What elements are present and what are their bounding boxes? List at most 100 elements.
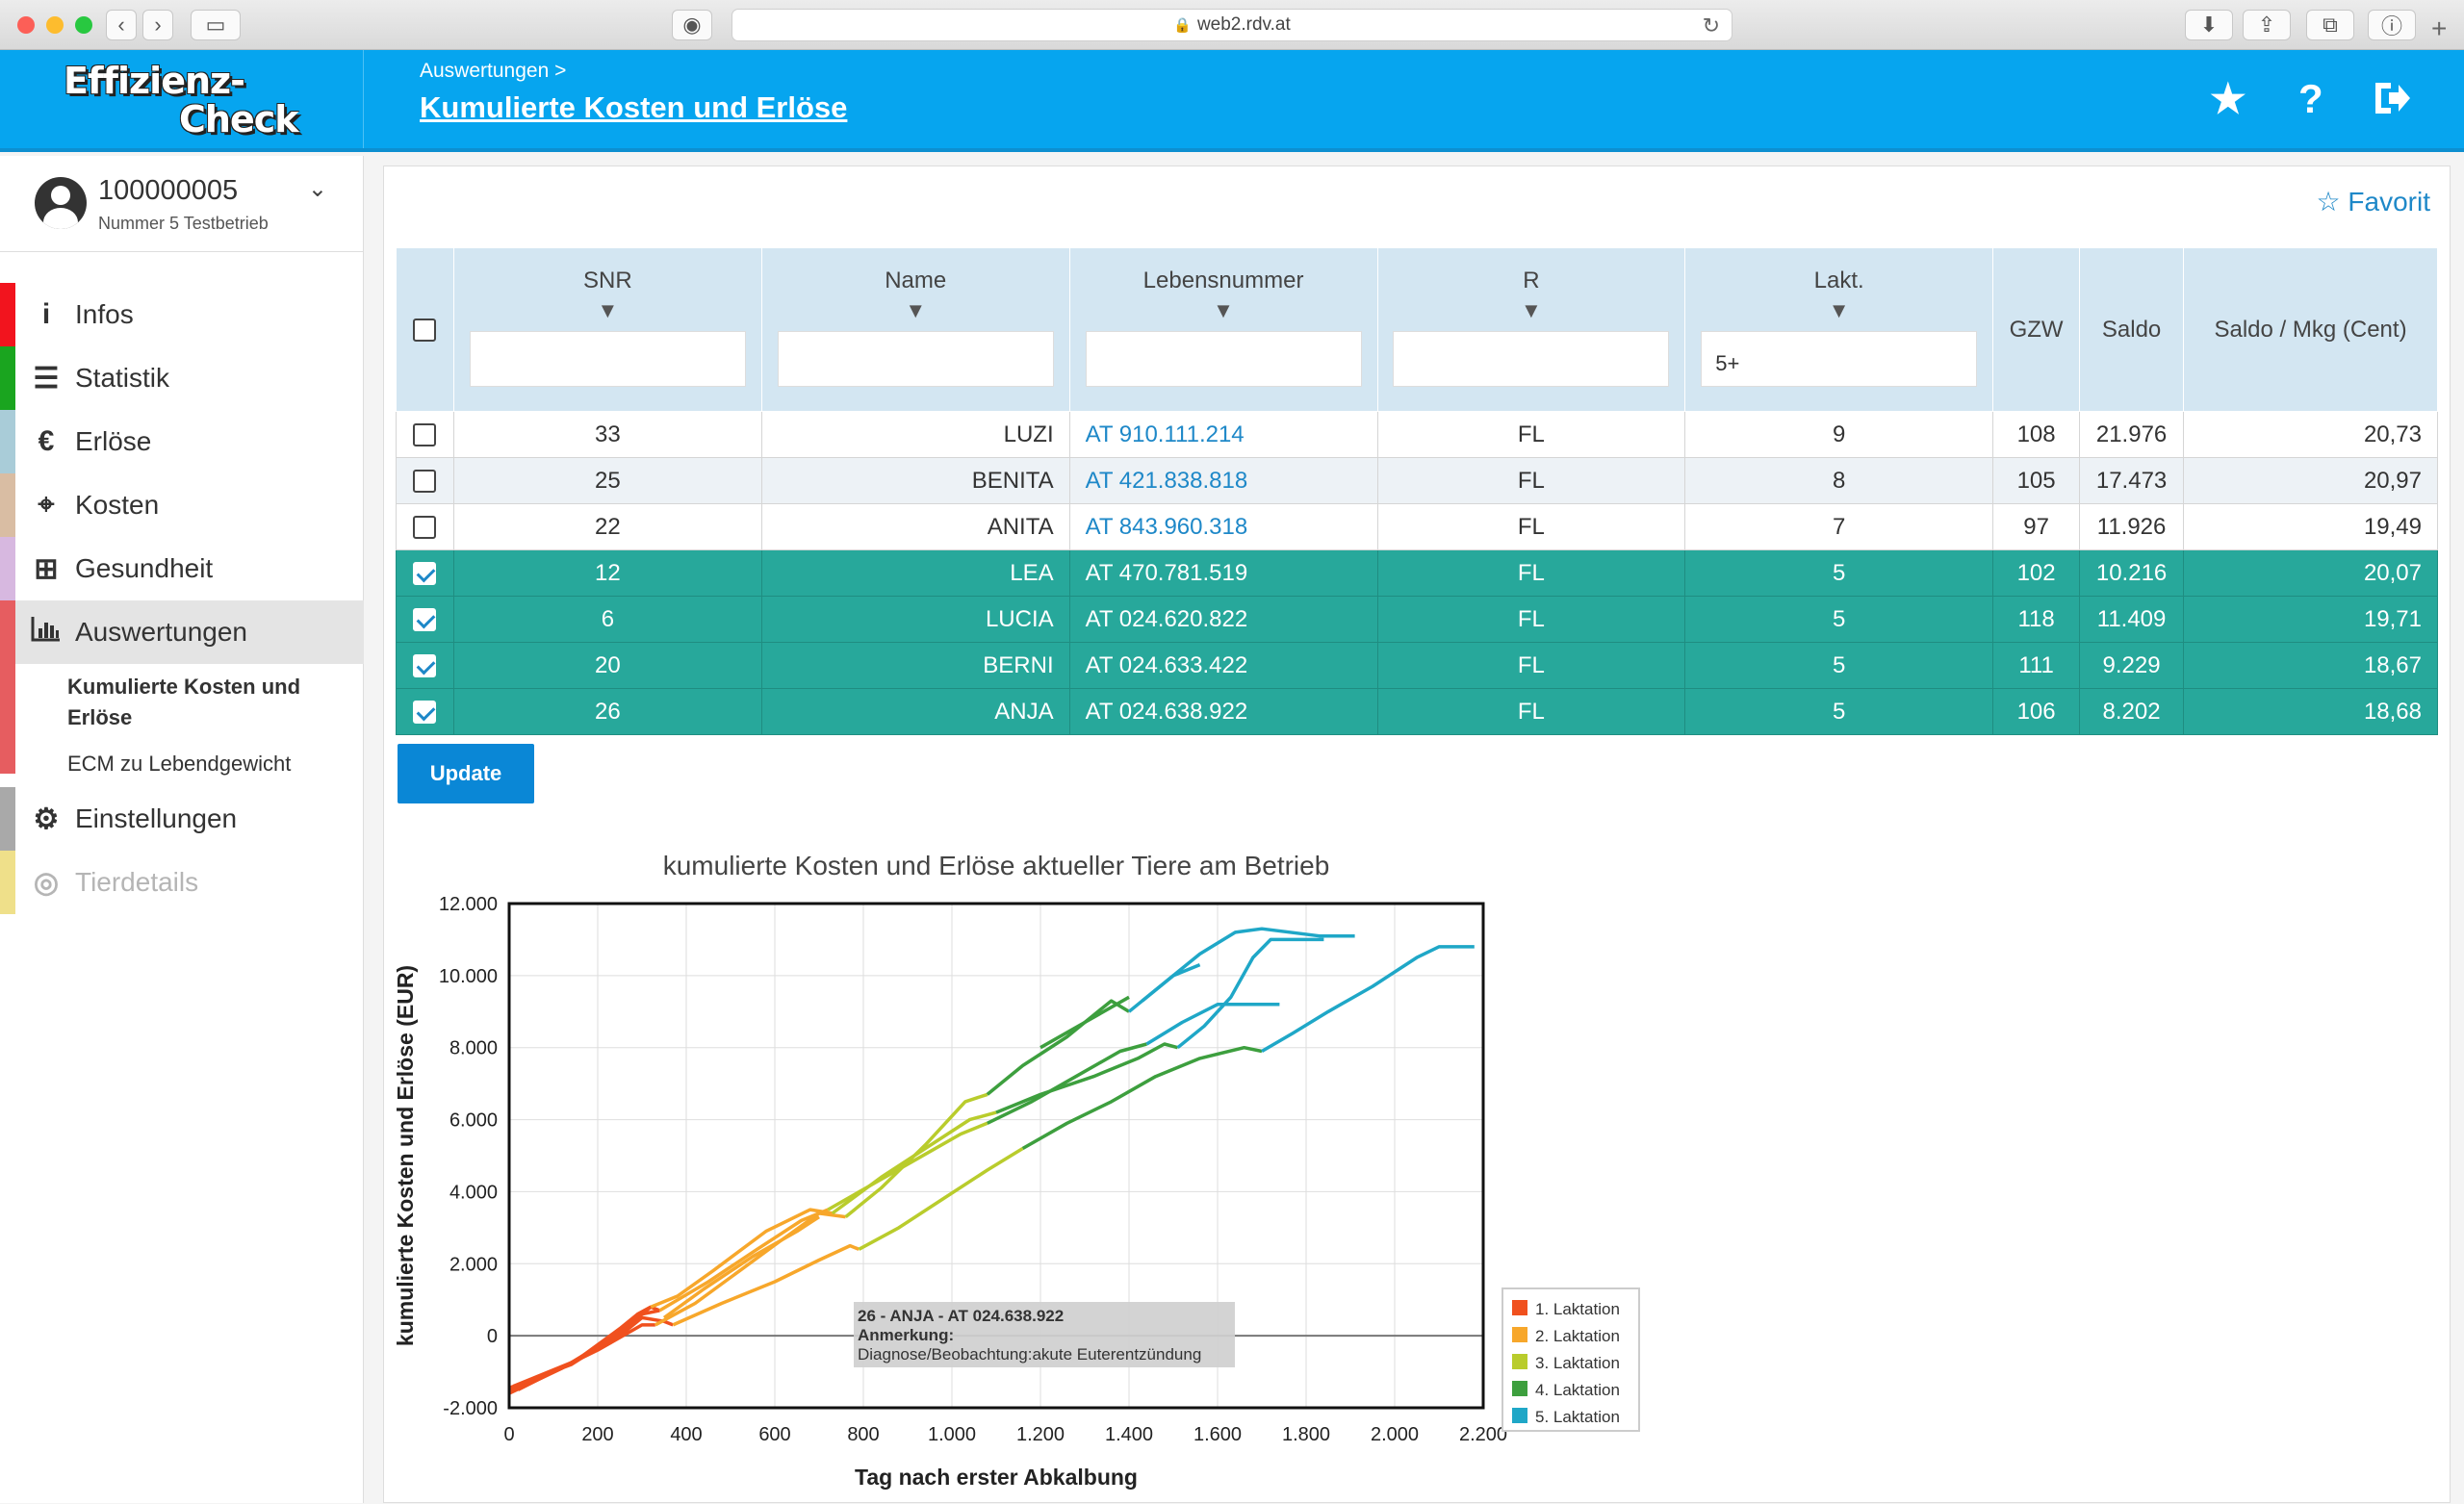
subnav-ecm-lebendgewicht[interactable]: ECM zu Lebendgewicht	[67, 752, 292, 776]
series-line-lakt-4[interactable]	[987, 1042, 1147, 1125]
series-line-lakt-1[interactable]	[517, 1315, 674, 1391]
table-row[interactable]: 12 LEA AT 470.781.519 FL 5 102 10.216 20,07	[396, 549, 2438, 597]
tabs-icon[interactable]: ⧉	[2306, 10, 2354, 40]
row-checkbox[interactable]	[413, 608, 437, 632]
cell-lebensnummer[interactable]: AT 024.633.422	[1068, 642, 1378, 689]
info-browser-icon[interactable]: ⓘ	[2368, 10, 2416, 40]
help-icon[interactable]: ?	[2298, 76, 2323, 121]
sidebar-item-tierdetails[interactable]: ◎ Tierdetails	[0, 851, 364, 914]
series-line-lakt-1[interactable]	[508, 1305, 653, 1390]
download-icon[interactable]: ⬇	[2185, 10, 2233, 40]
close-window-button[interactable]	[17, 16, 35, 34]
series-line-lakt-2[interactable]	[662, 1215, 820, 1319]
page-title[interactable]: Kumulierte Kosten und Erlöse	[420, 90, 848, 124]
series-line-lakt-4[interactable]	[1021, 1045, 1263, 1151]
privacy-icon[interactable]: ◉	[672, 10, 712, 40]
sidebar-item-erloese[interactable]: € Erlöse	[0, 410, 364, 473]
cell-lebensnummer[interactable]: AT 843.960.318	[1068, 503, 1378, 550]
column-header-lakt[interactable]: Lakt. ▼ 5+	[1684, 247, 1994, 412]
column-header-gzw[interactable]: GZW	[1992, 247, 2081, 412]
address-bar[interactable]: 🔒 web2.rdv.at ↻	[732, 9, 1732, 41]
column-header-saldo[interactable]: Saldo	[2079, 247, 2185, 412]
subnav-kumulierte-kosten[interactable]: Kumulierte Kosten und Erlöse	[67, 675, 301, 729]
select-all-checkbox[interactable]	[413, 319, 437, 343]
legend-swatch[interactable]	[1512, 1300, 1527, 1315]
maximize-window-button[interactable]	[75, 16, 92, 34]
row-checkbox[interactable]	[413, 470, 437, 494]
y-tick-label: 2.000	[449, 1254, 498, 1275]
series-line-lakt-2[interactable]	[650, 1208, 834, 1309]
table-row[interactable]: 6 LUCIA AT 024.620.822 FL 5 118 11.409 19,71	[396, 596, 2438, 643]
series-line-lakt-5[interactable]	[1145, 1003, 1280, 1046]
table-row[interactable]: 33 LUZI AT 910.111.214 FL 9 108 21.976 20,73	[396, 411, 2438, 458]
filter-icon[interactable]: ▼	[597, 298, 619, 322]
sidebar-item-statistik[interactable]: ☰ Statistik	[0, 346, 364, 410]
filter-input-lakt[interactable]: 5+	[1701, 331, 1978, 387]
series-line-lakt-3[interactable]	[844, 1092, 988, 1218]
new-tab-icon[interactable]: +	[2431, 13, 2448, 43]
legend-swatch[interactable]	[1512, 1327, 1527, 1342]
cell-lebensnummer[interactable]: AT 470.781.519	[1068, 549, 1378, 597]
column-header-lebensnummer[interactable]: Lebensnummer ▼	[1068, 247, 1378, 412]
legend-swatch[interactable]	[1512, 1408, 1527, 1423]
table-row[interactable]: 22 ANITA AT 843.960.318 FL 7 97 11.926 19,49	[396, 503, 2438, 550]
series-line-lakt-2[interactable]	[658, 1208, 829, 1313]
user-selector[interactable]: 100000005 Nummer 5 Testbetrieb ⌄	[0, 156, 364, 252]
series-line-lakt-3[interactable]	[858, 1147, 1024, 1251]
series-line-lakt-5[interactable]	[1141, 962, 1201, 1003]
back-icon[interactable]: ‹	[106, 10, 137, 40]
reload-icon[interactable]: ↻	[1702, 13, 1720, 38]
row-checkbox[interactable]	[413, 562, 437, 586]
update-button[interactable]: Update	[398, 744, 534, 803]
breadcrumb[interactable]: Auswertungen >	[420, 60, 567, 82]
sidebar-item-auswertungen[interactable]: Auswertungen	[0, 600, 364, 774]
row-checkbox[interactable]	[413, 423, 437, 447]
cell-lebensnummer[interactable]: AT 910.111.214	[1068, 411, 1378, 458]
row-checkbox[interactable]	[413, 701, 437, 725]
favorit-button[interactable]: ☆ Favorit	[2317, 186, 2430, 217]
logo-area[interactable]: Effizienz- Check	[0, 50, 364, 148]
filter-input-name[interactable]	[777, 331, 1054, 387]
sidebar-item-einstellungen[interactable]: ⚙ Einstellungen	[0, 787, 364, 851]
table-row[interactable]: 26 ANJA AT 024.638.922 FL 5 106 8.202 18,68	[396, 688, 2438, 735]
column-header-r[interactable]: R ▼	[1376, 247, 1686, 412]
cell-lebensnummer[interactable]: AT 024.638.922	[1068, 688, 1378, 735]
sidebar-item-gesundheit[interactable]: ⊞ Gesundheit	[0, 537, 364, 600]
series-line-lakt-4[interactable]	[1040, 995, 1130, 1050]
filter-icon[interactable]: ▼	[1521, 298, 1542, 322]
row-checkbox[interactable]	[413, 654, 437, 678]
series-line-lakt-3[interactable]	[831, 1110, 997, 1215]
filter-input-lebensnummer[interactable]	[1085, 331, 1362, 387]
cell-lebensnummer[interactable]: AT 024.620.822	[1068, 596, 1378, 643]
sidebar-toggle-icon[interactable]: ▭	[191, 10, 241, 40]
series-line-lakt-5[interactable]	[1261, 945, 1475, 1054]
sidebar-item-kosten[interactable]: ⌖ Kosten	[0, 473, 364, 537]
filter-icon[interactable]: ▼	[1828, 298, 1850, 322]
filter-icon[interactable]: ▼	[905, 298, 927, 322]
column-header-name[interactable]: Name ▼	[760, 247, 1070, 412]
legend-swatch[interactable]	[1512, 1354, 1527, 1369]
column-header-saldo-mkg[interactable]: Saldo / Mkg (Cent)	[2183, 247, 2438, 412]
legend-swatch[interactable]	[1512, 1381, 1527, 1396]
filter-input-r[interactable]	[1393, 331, 1670, 387]
row-checkbox[interactable]	[413, 516, 437, 540]
table-row[interactable]: 25 BENITA AT 421.838.818 FL 8 105 17.473 20,97	[396, 457, 2438, 504]
series-line-lakt-3[interactable]	[827, 1121, 988, 1211]
table-row[interactable]: 20 BERNI AT 024.633.422 FL 5 111 9.229 18,67	[396, 642, 2438, 689]
sidebar-item-infos[interactable]: i Infos	[0, 283, 364, 346]
logout-icon[interactable]	[2370, 77, 2412, 128]
minimize-window-button[interactable]	[46, 16, 64, 34]
x-tick-label: 0	[503, 1424, 514, 1445]
column-header-snr[interactable]: SNR ▼	[452, 247, 762, 412]
filter-icon[interactable]: ▼	[1213, 298, 1234, 322]
series-line-lakt-2[interactable]	[654, 1211, 846, 1327]
series-line-lakt-5[interactable]	[1176, 937, 1324, 1050]
forward-icon[interactable]: ›	[142, 10, 173, 40]
cell-lebensnummer[interactable]: AT 421.838.818	[1068, 457, 1378, 504]
series-line-lakt-2[interactable]	[672, 1243, 860, 1327]
share-icon[interactable]: ⇪	[2243, 10, 2291, 40]
series-line-lakt-4[interactable]	[995, 1042, 1179, 1114]
filter-input-snr[interactable]	[469, 331, 746, 387]
star-icon[interactable]: ★	[2210, 76, 2246, 121]
chevron-down-icon[interactable]: ⌄	[307, 176, 327, 202]
